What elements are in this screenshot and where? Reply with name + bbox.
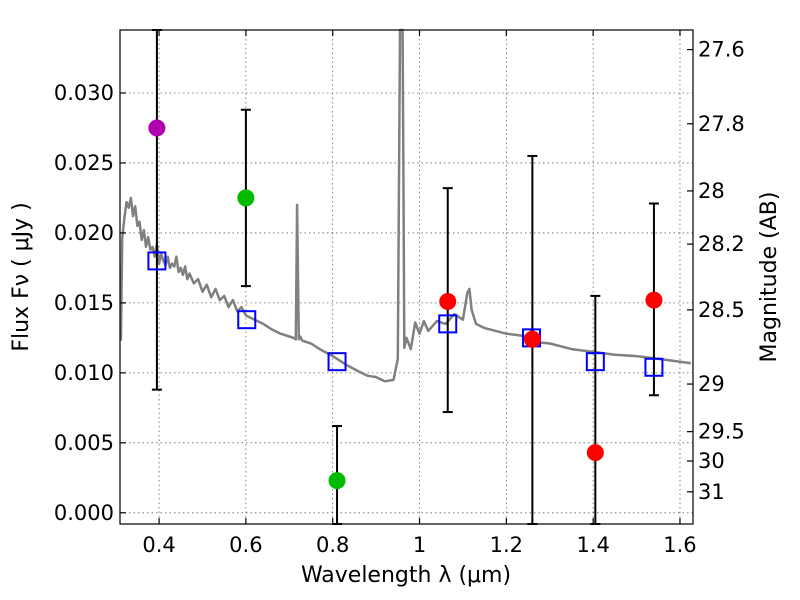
y-tick-label: 0.030 (54, 81, 114, 105)
right-ticks: 27.6 27.8 28 28.2 28.5 29 29.5 30 31 (687, 38, 745, 504)
observed-flux-point (148, 119, 166, 137)
observed-flux-point (237, 189, 255, 207)
right-tick-label: 30 (698, 449, 725, 473)
error-bars (151, 29, 659, 525)
right-tick-label: 29.5 (698, 420, 745, 444)
x-tick-label: 0.8 (316, 533, 349, 557)
x-tick-label: 1.6 (663, 533, 696, 557)
right-tick-label: 31 (698, 480, 725, 504)
model-flux-square (644, 357, 664, 377)
model-flux-square (438, 314, 458, 334)
observed-flux-point (586, 444, 604, 462)
y-axis-label-left: Flux Fν ( μJy ) (9, 202, 34, 351)
y-axis-label-right: Magnitude (AB) (757, 192, 782, 363)
y-tick-label: 0.025 (54, 151, 114, 175)
spectrum-line (119, 28, 691, 383)
right-tick-label: 27.8 (698, 112, 745, 136)
y-ticks: 0.000 0.005 0.010 0.015 0.020 0.025 0.030 (54, 81, 126, 525)
observed-flux-point (523, 330, 541, 348)
right-tick-label: 28.5 (698, 298, 745, 322)
plot-frame (119, 29, 694, 525)
model-flux-square (585, 352, 605, 372)
observed-flux-point (328, 472, 346, 490)
y-tick-label: 0.020 (54, 221, 114, 245)
right-tick-label: 28 (698, 179, 725, 203)
model-flux-square (237, 310, 257, 330)
y-tick-label: 0.015 (54, 291, 114, 315)
observed-flux-point (439, 292, 457, 310)
x-axis-label: Wavelength λ (μm) (301, 563, 511, 588)
model-photometry (147, 251, 664, 377)
x-tick-label: 1 (413, 533, 426, 557)
right-tick-label: 28.2 (698, 232, 745, 256)
model-flux-square (147, 251, 167, 271)
y-tick-label: 0.005 (54, 431, 114, 455)
right-tick-label: 29 (698, 372, 725, 396)
grid (120, 30, 693, 524)
x-tick-label: 0.4 (142, 533, 175, 557)
observed-flux-point (645, 291, 663, 309)
y-tick-label: 0.000 (54, 501, 114, 525)
x-ticks: 0.4 0.6 0.8 1 1.2 1.4 1.6 (142, 30, 697, 557)
x-tick-label: 1.4 (576, 533, 609, 557)
y-tick-label: 0.010 (54, 361, 114, 385)
x-tick-label: 0.6 (229, 533, 262, 557)
model-flux-square (327, 352, 347, 372)
right-tick-label: 27.6 (698, 38, 745, 62)
x-tick-label: 1.2 (490, 533, 523, 557)
model-spectrum (119, 28, 691, 383)
observed-photometry (148, 119, 663, 490)
